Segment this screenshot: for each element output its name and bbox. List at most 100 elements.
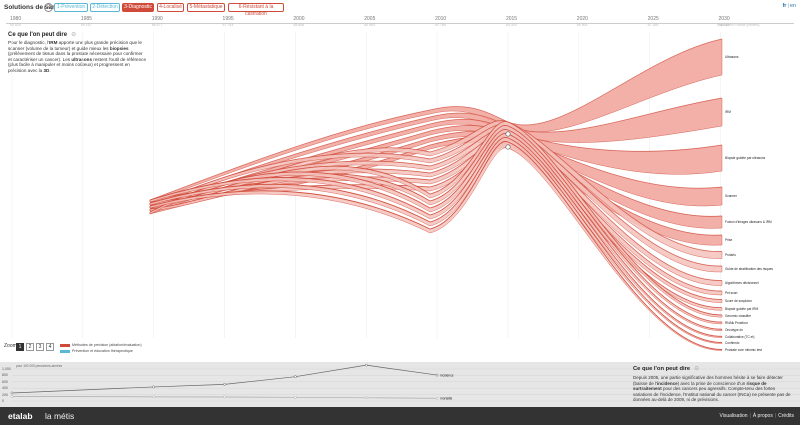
info-text: Depuis 2005, une partie significative de… xyxy=(633,375,791,402)
population-label: 62 765 xyxy=(435,23,446,27)
footer-nav: Visualisation | À propos | Crédits xyxy=(719,413,794,419)
population-note: Population France (milliers) xyxy=(717,23,760,27)
help-icon[interactable]: ? xyxy=(44,3,53,12)
y-tick: 200 xyxy=(2,392,8,397)
legend-item-precision: Méthodes de précision (ablation/évaluati… xyxy=(60,343,142,348)
year-label[interactable]: 2030 xyxy=(718,16,730,22)
stream-graph[interactable]: Ultrasons IRM Biopsie guidée par ultrasons… xyxy=(0,0,800,362)
lametis-logo[interactable]: la métis xyxy=(45,411,75,421)
population-label: 56 577 xyxy=(151,23,163,27)
step-resistant[interactable]: 6-Résistant à la castration xyxy=(228,3,284,17)
legend-swatch xyxy=(60,343,70,347)
focus-marker[interactable] xyxy=(505,131,511,137)
year-label[interactable]: 2000 xyxy=(293,16,305,22)
year-label[interactable]: 1980 xyxy=(10,16,22,22)
year-timeline: 1980 54 028 1985 55 157 1990 56 577 1995 57 753… xyxy=(0,14,800,32)
year-label[interactable]: 2025 xyxy=(647,16,659,22)
nav-a-propos[interactable]: À propos xyxy=(752,413,773,419)
section-description: Pour le diagnostic, l'IRM apporte une pl… xyxy=(8,40,147,73)
stream-label[interactable]: Biopsie guidée par IRM xyxy=(725,307,758,311)
legend-item-prevention: Prévention et éducation thérapeutique xyxy=(60,349,133,354)
population-label: 55 157 xyxy=(80,23,92,27)
info-title: Ce que l'on peut dire ⊖ xyxy=(633,366,699,372)
stream-line xyxy=(149,129,723,330)
stream-label[interactable]: RNAlk Prostfour xyxy=(725,321,749,325)
footer: etalab la métis Visualisation | À propos | C… xyxy=(0,407,800,425)
stream-line xyxy=(149,125,723,323)
population-label: 58 858 xyxy=(293,23,305,27)
year-label[interactable]: 1985 xyxy=(80,16,92,22)
y-tick: 800 xyxy=(2,373,8,378)
language-switch: fr|en xyxy=(782,3,796,9)
zoom-button-2[interactable]: 2 xyxy=(26,343,34,351)
stream-label[interactable]: Genomic classifier xyxy=(725,314,752,318)
stream-label[interactable]: Oncotype dx xyxy=(725,328,743,332)
stream-line xyxy=(149,133,723,337)
stream-line xyxy=(149,38,723,201)
stream-labels: Ultrasons IRM Biopsie guidée par ultrasons… xyxy=(725,55,773,352)
nav-visualisation[interactable]: Visualisation xyxy=(719,413,748,419)
stream-line xyxy=(149,97,723,204)
stream-line xyxy=(149,128,723,281)
stream-label[interactable]: Scanner xyxy=(725,194,738,198)
stream-label[interactable]: Confirmdx xyxy=(725,341,740,345)
lang-fr[interactable]: fr xyxy=(782,3,787,9)
stream-line xyxy=(149,118,723,207)
stream-line xyxy=(149,141,723,350)
top-bar: Solutions de santé ? 1-Prévention 2-Déte… xyxy=(0,0,800,17)
collapse-icon[interactable]: ⊖ xyxy=(71,32,77,38)
stream-label[interactable]: Prise xyxy=(725,238,732,242)
step-localise[interactable]: 4-Localisé xyxy=(157,3,184,12)
stream-band[interactable] xyxy=(149,119,723,209)
population-label: 57 753 xyxy=(222,23,234,27)
year-label[interactable]: 2010 xyxy=(435,16,447,22)
stream-label[interactable]: Ultrasons xyxy=(725,55,739,59)
stream-label[interactable]: Collaborative (TC et) xyxy=(725,335,754,339)
population-label: 60 963 xyxy=(364,23,375,27)
stream-label[interactable]: IRM xyxy=(725,110,731,114)
population-label: 54 028 xyxy=(10,23,21,27)
lang-en[interactable]: en xyxy=(789,3,796,9)
legend-swatch xyxy=(60,349,70,353)
y-tick: 600 xyxy=(2,379,8,384)
zoom-label: Zoom xyxy=(4,343,17,349)
year-label[interactable]: 1995 xyxy=(222,16,234,22)
year-label[interactable]: 1990 xyxy=(151,16,163,22)
focus-marker[interactable] xyxy=(505,144,511,150)
stream-label[interactable]: Guide de stratification des risques xyxy=(725,267,773,271)
stream-label[interactable]: Score de suspicion xyxy=(725,299,752,303)
etalab-logo[interactable]: etalab xyxy=(8,411,33,421)
population-label: 68 532 xyxy=(718,23,730,27)
step-prevention[interactable]: 1-Prévention xyxy=(54,3,88,12)
stream-label[interactable]: Pet scan xyxy=(725,291,738,295)
stream-label[interactable]: Prostate core mitomic test xyxy=(725,348,762,352)
step-detection[interactable]: 2-Détection xyxy=(90,3,120,12)
collapse-icon[interactable]: ⊖ xyxy=(694,366,699,372)
timeline-axis xyxy=(6,23,794,24)
step-diagnostic[interactable]: 3-Diagnostic xyxy=(122,3,154,12)
year-label[interactable]: 2005 xyxy=(364,16,376,22)
stream-band[interactable] xyxy=(149,38,723,203)
population-label: 67 393 xyxy=(647,23,659,27)
app-title: Solutions de santé xyxy=(4,4,62,11)
year-label[interactable]: 2020 xyxy=(576,16,588,22)
population-label: 64 300 xyxy=(505,23,517,27)
stream-line xyxy=(149,137,723,343)
zoom-button-4[interactable]: 4 xyxy=(46,343,54,351)
zoom-button-3[interactable]: 3 xyxy=(36,343,44,351)
stream-line xyxy=(149,124,723,267)
y-tick: 1,000 xyxy=(2,367,11,371)
stream-label[interactable]: Prolaris xyxy=(725,253,736,257)
section-title: Ce que l'on peut dire ⊖ xyxy=(8,32,77,38)
chart-unit-label: pour 100 000 personnes-années xyxy=(16,364,63,368)
step-metastatique[interactable]: 5-Métastatique xyxy=(187,3,225,12)
stream-label[interactable]: Biopsie guidée par ultrasons xyxy=(725,156,766,160)
y-tick: 0 xyxy=(2,399,4,403)
nav-credits[interactable]: Crédits xyxy=(778,413,794,419)
y-tick: 400 xyxy=(2,386,8,391)
stream-label[interactable]: Algorithmes décisionnel xyxy=(725,281,759,285)
stream-label[interactable]: Fusion d'images ultrasons & IRM xyxy=(725,220,772,224)
stream-band[interactable] xyxy=(149,97,723,206)
zoom-button-1[interactable]: 1 xyxy=(16,343,24,351)
year-label[interactable]: 2015 xyxy=(505,16,518,22)
